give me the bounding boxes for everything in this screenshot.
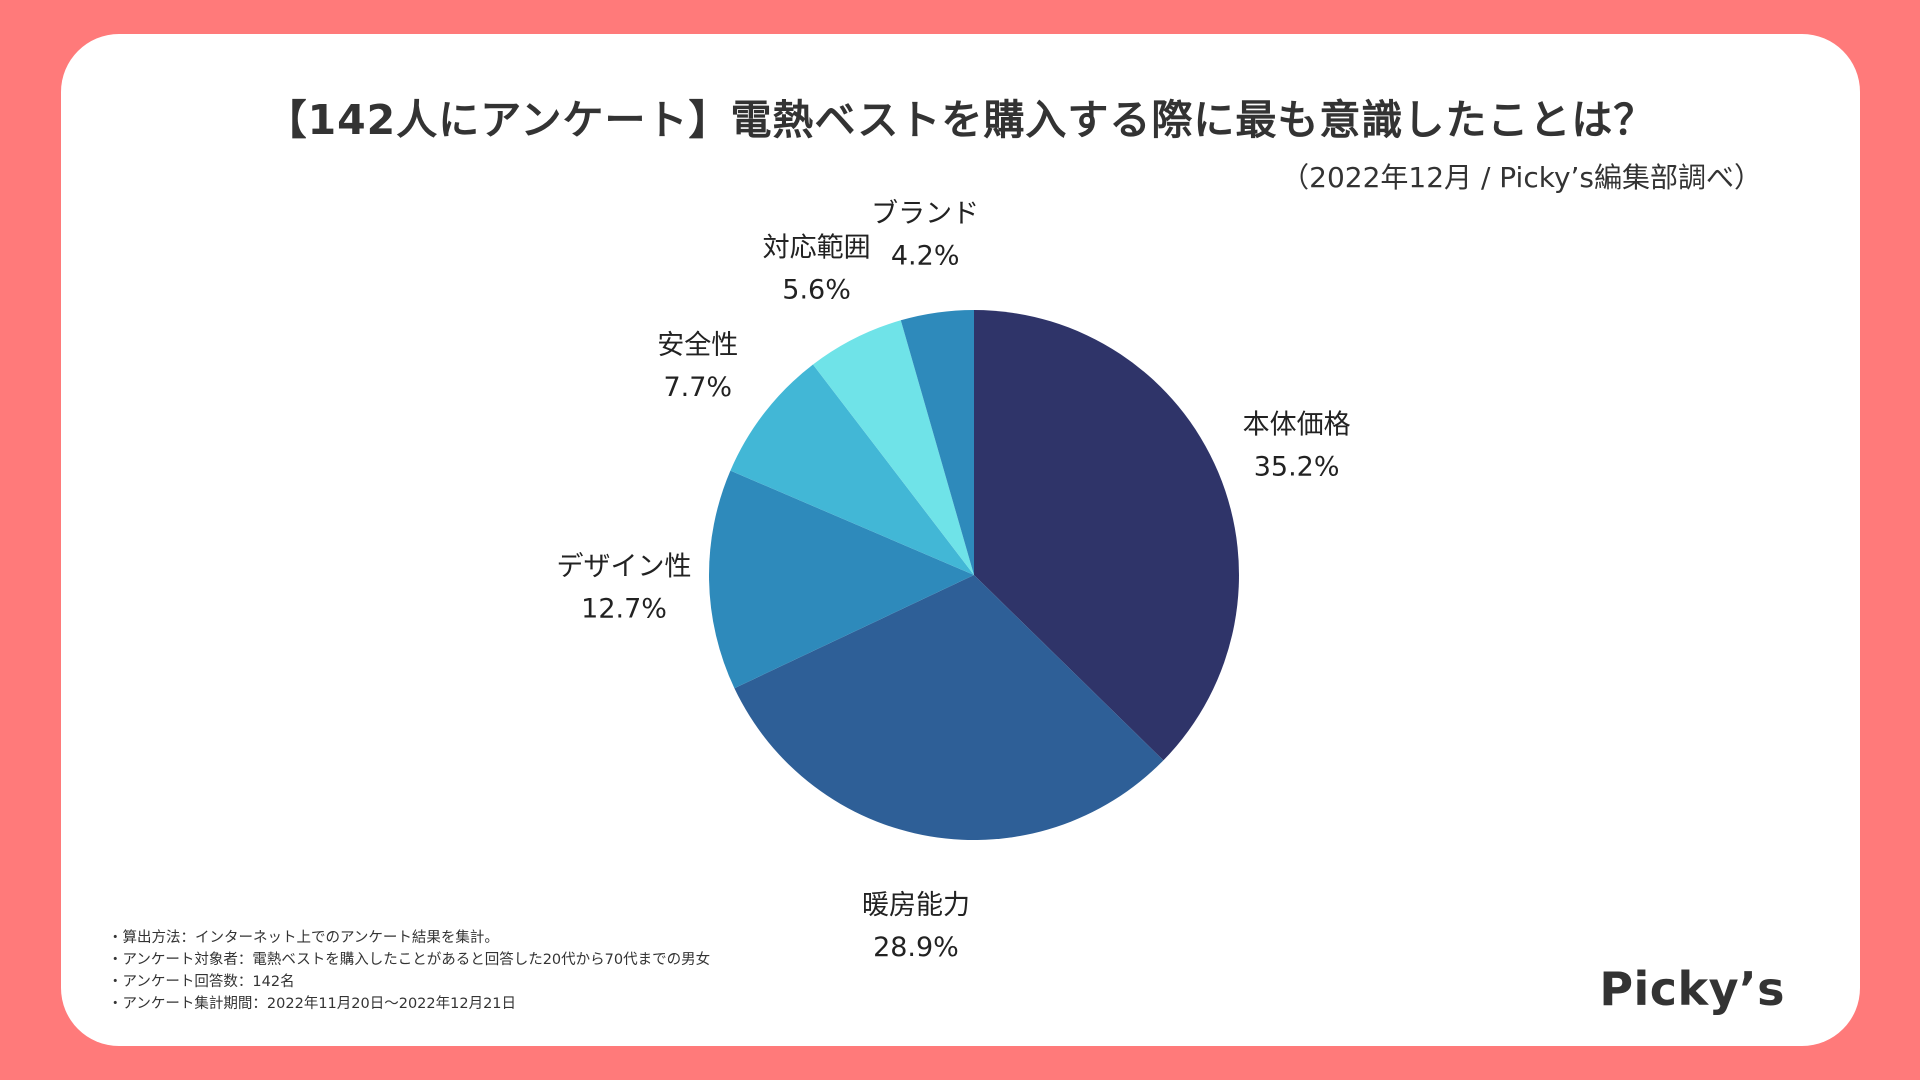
slice-value-label: 12.7% [581, 593, 667, 624]
pie-slice [812, 320, 974, 575]
brand-logo: Picky’s [1599, 962, 1785, 1016]
pie-slice [734, 575, 1164, 840]
survey-notes: ・算出方法：インターネット上でのアンケート結果を集計。 ・アンケート対象者：電熱… [108, 927, 710, 1015]
slice-value-label: 28.9% [873, 932, 959, 963]
slice-value-label: 4.2% [891, 240, 960, 271]
pie-slice [900, 310, 974, 575]
slice-label: デザイン性 [557, 551, 692, 582]
slice-label: 安全性 [657, 330, 738, 361]
note-line: ・アンケート対象者：電熱ベストを購入したことがあると回答した20代から70代まで… [108, 952, 711, 968]
slice-value-label: 35.2% [1254, 451, 1340, 482]
pie-slice [709, 470, 974, 689]
chart-card: 【142人にアンケート】電熱ベストを購入する際に最も意識したことは？ （2022… [61, 34, 1860, 1046]
slice-value-label: 5.6% [782, 274, 851, 305]
pie-chart: 本体価格 35.2% 暖房能力 28.9% デザイン性 12.7% 安全性 7.7% 対応範囲 5… [557, 198, 1351, 963]
chart-subtitle: （2022年12月 / Picky’s編集部調べ） [1281, 161, 1762, 194]
chart-title: 【142人にアンケート】電熱ベストを購入する際に最も意識したことは？ [265, 96, 1656, 144]
pie-slice [974, 310, 1239, 761]
slice-label: ブランド [871, 198, 979, 229]
slice-label: 対応範囲 [763, 232, 871, 263]
note-line: ・算出方法：インターネット上でのアンケート結果を集計。 [108, 930, 499, 946]
slice-label: 暖房能力 [862, 890, 970, 921]
note-line: ・アンケート集計期間：2022年11月20日〜2022年12月21日 [108, 996, 517, 1012]
note-line: ・アンケート回答数：142名 [108, 974, 295, 990]
slice-label: 本体価格 [1243, 409, 1351, 440]
pie-slice [730, 364, 974, 575]
slice-value-label: 7.7% [663, 372, 732, 403]
